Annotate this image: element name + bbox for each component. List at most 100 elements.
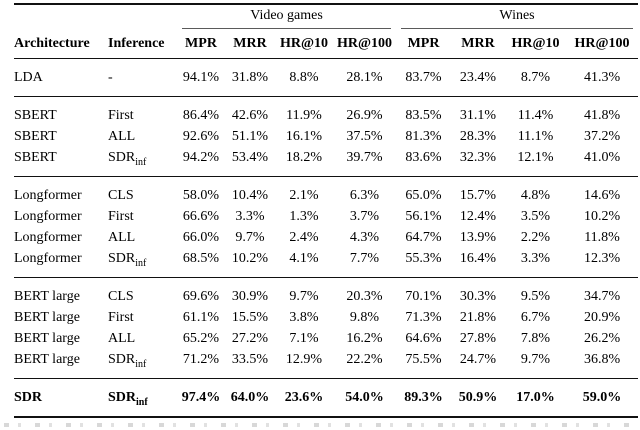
architecture-cell: Longformer — [14, 176, 108, 206]
architecture-cell: Longformer — [14, 208, 82, 224]
metric-value-cell: 23.4% — [459, 69, 497, 85]
inference-cell: SDRinf — [108, 250, 147, 269]
inference-subscript: inf — [135, 156, 147, 168]
metric-value-cell: 4.3% — [349, 229, 380, 245]
table-row: BERT large First 61.1% 15.5% 3.8% 9.8% 71.3% 21… — [14, 307, 638, 328]
metric-value-cell: 9.7% — [275, 277, 333, 307]
metric-value-cell: 71.2% — [182, 351, 220, 367]
metric-value-cell: 15.5% — [231, 309, 269, 325]
metric-value-cell: 18.2% — [285, 149, 323, 165]
column-header-w-mpr: MPR — [396, 29, 452, 59]
metric-value-cell: 13.9% — [459, 229, 497, 245]
metric-value-cell: 66.6% — [182, 208, 220, 224]
metric-value-cell: 11.4% — [505, 96, 567, 126]
metric-value-cell: 10.2% — [583, 208, 621, 224]
metric-value-cell: 94.1% — [182, 69, 220, 85]
metric-value-cell: 4.8% — [505, 176, 567, 206]
table-row: Longformer ALL 66.0% 9.7% 2.4% 4.3% 64.7% 13.9%… — [14, 227, 638, 248]
metric-value-cell: 27.2% — [231, 330, 269, 346]
metric-value-cell: 11.8% — [584, 229, 620, 245]
inference-cell: ALL — [108, 330, 136, 346]
metric-value-cell: 54.0% — [333, 378, 397, 417]
metric-value-cell: 92.6% — [182, 128, 220, 144]
metric-value-cell: 65.2% — [182, 330, 220, 346]
metric-value-cell: 33.5% — [231, 351, 269, 367]
column-header-w-hr10: HR@10 — [505, 29, 567, 59]
table-row: BERT large SDRinf 71.2% 33.5% 12.9% 22.2% 75.5… — [14, 349, 638, 379]
group-label-wines: Wines — [401, 8, 634, 29]
metric-value-cell: 86.4% — [177, 96, 225, 126]
table-row: BERT large ALL 65.2% 27.2% 7.1% 16.2% 64.6% 27.… — [14, 328, 638, 349]
group-header-wines: Wines — [396, 4, 638, 29]
metric-value-cell: 3.3% — [520, 250, 551, 266]
architecture-cell: BERT large — [14, 309, 80, 325]
inference-cell: CLS — [108, 277, 177, 307]
metric-value-cell: 70.1% — [396, 277, 452, 307]
metric-value-cell: 41.0% — [583, 149, 621, 165]
metric-value-cell: 2.2% — [520, 229, 551, 245]
inference-cell: SDRinf — [108, 149, 147, 168]
group-header-spacer — [108, 4, 177, 29]
architecture-cell: SBERT — [14, 128, 57, 144]
metric-value-cell: 69.6% — [177, 277, 225, 307]
metric-value-cell: 50.9% — [451, 378, 506, 417]
metric-value-cell: 14.6% — [566, 176, 639, 206]
architecture-cell: SDR — [14, 378, 108, 417]
row-group: SDR SDRinf 97.4% 64.0% 23.6% 54.0% 89.3% 50.9% 1… — [14, 378, 639, 417]
architecture-cell: Longformer — [14, 229, 82, 245]
architecture-cell: BERT large — [14, 277, 108, 307]
table-row: LDA - 94.1% 31.8% 8.8% 28.1% 83.7% 23.4% 8.7% 41.… — [14, 59, 638, 97]
inference-cell: SDRinf — [108, 351, 147, 370]
row-group: BERT large CLS 69.6% 30.9% 9.7% 20.3% 70.1% 30.… — [14, 277, 639, 379]
column-header-vg-hr10: HR@10 — [275, 29, 333, 59]
table-row: SBERT First 86.4% 42.6% 11.9% 26.9% 83.5% 31.1%… — [14, 96, 639, 126]
metric-value-cell: 1.3% — [289, 208, 319, 224]
inference-cell: CLS — [108, 176, 177, 206]
metric-value-cell: 11.9% — [275, 96, 333, 126]
group-header-spacer — [14, 4, 108, 29]
clipped-caption-fragment — [4, 423, 636, 427]
metric-value-cell: 59.0% — [566, 378, 639, 417]
column-header-vg-mpr: MPR — [177, 29, 225, 59]
column-header-inference: Inference — [108, 29, 177, 59]
metric-value-cell: 30.9% — [225, 277, 275, 307]
metric-value-cell: 17.0% — [505, 378, 567, 417]
metric-value-cell: 65.0% — [396, 176, 452, 206]
metric-value-cell: 10.2% — [231, 250, 269, 266]
table-row: Longformer SDRinf 68.5% 10.2% 4.1% 7.7% 55.3% 1… — [14, 248, 638, 278]
table-row: Longformer First 66.6% 3.3% 1.3% 3.7% 56.1% 12.… — [14, 206, 638, 227]
metric-value-cell: 20.3% — [333, 277, 397, 307]
metric-value-cell: 3.7% — [349, 208, 380, 224]
architecture-cell: BERT large — [14, 351, 80, 367]
metric-value-cell: 71.3% — [405, 309, 442, 325]
metric-value-cell: 58.0% — [177, 176, 225, 206]
metric-value-cell: 23.6% — [275, 378, 333, 417]
metric-value-cell: 27.8% — [459, 330, 497, 346]
metric-value-cell: 16.2% — [346, 330, 383, 346]
inference-cell: SDRinf — [108, 378, 177, 417]
metric-value-cell: 31.1% — [451, 96, 506, 126]
inference-cell: ALL — [108, 128, 136, 144]
metric-value-cell: 4.1% — [289, 250, 319, 266]
metric-value-cell: 26.2% — [583, 330, 621, 346]
metric-value-cell: 28.1% — [346, 69, 383, 85]
metric-value-cell: 20.9% — [583, 309, 621, 325]
metric-value-cell: 16.4% — [459, 250, 497, 266]
metric-value-cell: 36.8% — [583, 351, 621, 367]
architecture-cell: SBERT — [14, 96, 108, 126]
inference-subscript: inf — [136, 396, 148, 408]
metric-value-cell: 9.5% — [505, 277, 567, 307]
metric-value-cell: 3.3% — [235, 208, 265, 224]
metric-value-cell: 37.5% — [346, 128, 383, 144]
metric-value-cell: 3.5% — [520, 208, 551, 224]
metric-value-cell: 68.5% — [182, 250, 220, 266]
metric-value-cell: 21.8% — [459, 309, 497, 325]
metric-value-cell: 41.3% — [583, 69, 621, 85]
metric-value-cell: 28.3% — [459, 128, 497, 144]
metric-value-cell: 15.7% — [451, 176, 506, 206]
metric-value-cell: 12.3% — [583, 250, 621, 266]
inference-cell: First — [108, 96, 177, 126]
table-row: SDR SDRinf 97.4% 64.0% 23.6% 54.0% 89.3% 50.9% 1… — [14, 378, 639, 417]
group-header-row: Video games Wines — [14, 4, 638, 29]
